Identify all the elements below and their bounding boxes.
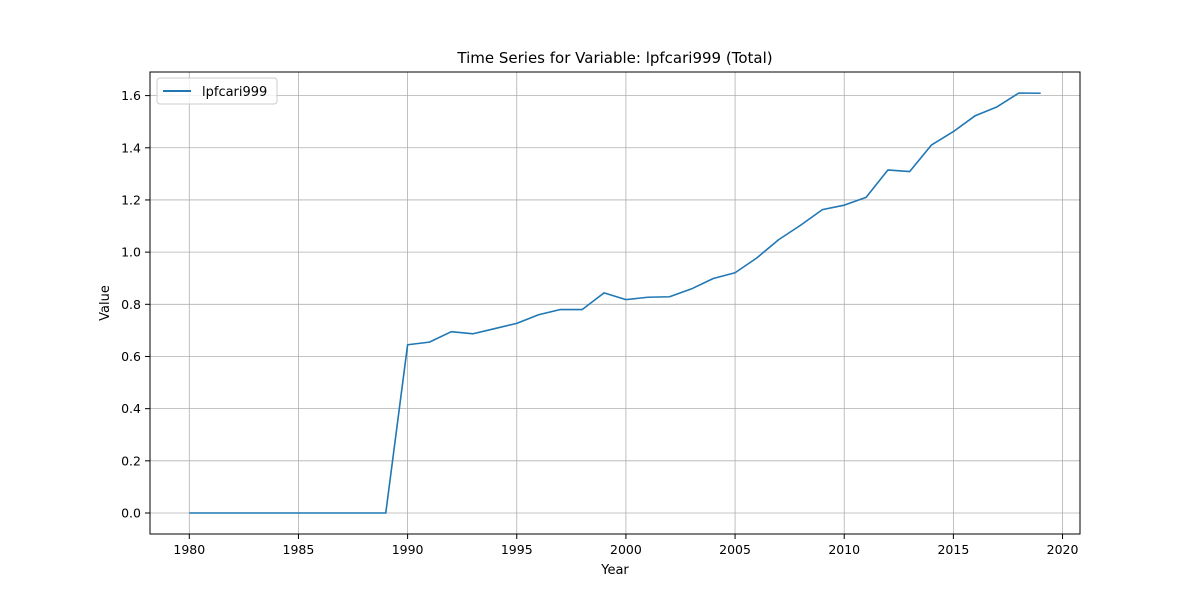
y-axis-label: Value: [98, 285, 113, 321]
x-axis-ticks: 1980 1985 1990 1995 2000 2005 2010 2015 2020: [173, 534, 1078, 557]
x-tick-label: 2020: [1047, 542, 1079, 557]
y-tick-label: 0.4: [121, 401, 141, 416]
y-axis-ticks: 0.0 0.2 0.4 0.6 0.8 1.0 1.2 1.4 1.6: [121, 88, 150, 521]
plot-frame: [149, 71, 1081, 535]
series-line-lpfcari999: [189, 92, 1041, 514]
y-tick-label: 0.6: [121, 349, 141, 364]
x-tick-label: 2000: [610, 542, 642, 557]
y-tick-label: 0.0: [121, 506, 141, 521]
y-tick-label: 1.0: [121, 245, 141, 260]
y-tick-label: 0.2: [121, 453, 141, 468]
x-axis-label: Year: [600, 563, 629, 578]
series-layer: [189, 92, 1041, 514]
x-tick-label: 1980: [173, 542, 205, 557]
legend: lpfcari999: [156, 77, 278, 105]
legend-label: lpfcari999: [202, 85, 267, 100]
y-tick-label: 1.4: [121, 140, 141, 155]
x-tick-label: 1985: [283, 542, 315, 557]
x-tick-label: 2010: [828, 542, 860, 557]
legend-box: [156, 77, 278, 105]
chart-title: Time Series for Variable: lpfcari999 (To…: [456, 49, 772, 67]
x-tick-label: 2015: [937, 542, 969, 557]
x-tick-label: 2005: [719, 542, 751, 557]
x-tick-label: 1990: [392, 542, 424, 557]
y-tick-label: 1.6: [121, 88, 141, 103]
grid: [150, 72, 1080, 534]
x-tick-label: 1995: [501, 542, 533, 557]
y-tick-label: 1.2: [121, 192, 141, 207]
y-tick-label: 0.8: [121, 297, 141, 312]
